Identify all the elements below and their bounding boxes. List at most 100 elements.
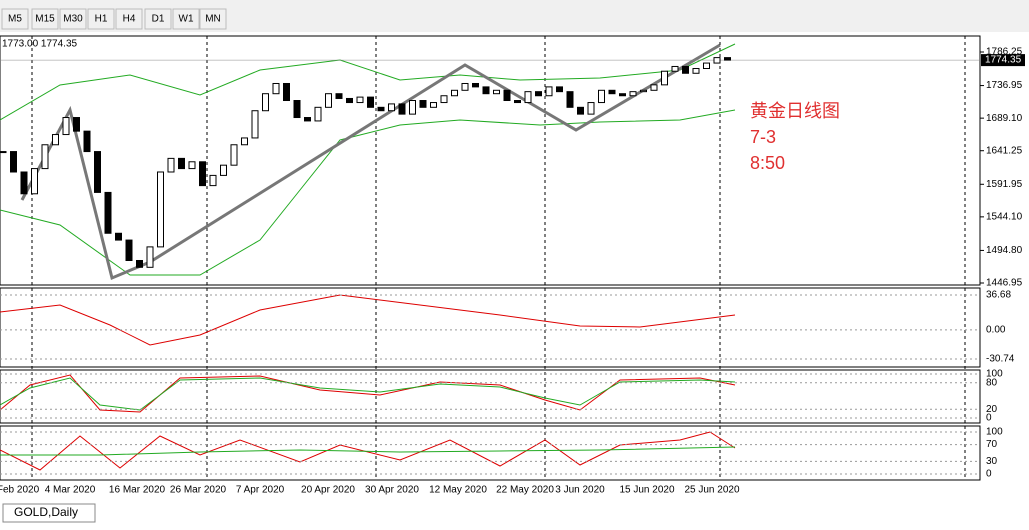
candle	[241, 137, 248, 146]
candle	[167, 157, 175, 173]
candle	[388, 103, 395, 112]
candle	[409, 100, 416, 115]
rsi-ticks-label: 100	[986, 427, 1003, 438]
candle	[713, 57, 721, 64]
candle	[283, 82, 290, 102]
candle	[31, 168, 38, 195]
candle	[535, 91, 542, 97]
price-tick-label: 1494.80	[986, 245, 1023, 256]
macd-ticks-label: 0.00	[986, 324, 1006, 335]
candle	[304, 117, 311, 122]
timeframe-button[interactable]	[172, 8, 200, 30]
candle	[608, 89, 616, 95]
date-label: Feb 2020	[0, 485, 40, 496]
price-tick-label: 1786.25	[986, 47, 1023, 58]
stoch-ticks-label: 0	[986, 413, 992, 424]
candle	[251, 110, 259, 139]
price-tick-label: 1689.10	[986, 113, 1023, 124]
candle	[115, 232, 122, 241]
candle	[430, 102, 437, 108]
candle	[346, 97, 353, 104]
timeframe-label[interactable]: M5	[8, 14, 22, 25]
candle	[682, 65, 689, 74]
candle	[524, 91, 532, 104]
candle	[598, 89, 605, 104]
timeframe-label[interactable]: M15	[35, 14, 55, 25]
candle	[545, 86, 553, 97]
candle	[293, 100, 301, 119]
date-label: 12 May 2020	[429, 485, 487, 496]
candle	[136, 259, 143, 268]
timeframe-label[interactable]: H1	[95, 14, 108, 25]
timeframe-button[interactable]	[1, 8, 29, 30]
candle	[577, 106, 584, 115]
candle	[650, 84, 658, 91]
candle	[220, 164, 227, 176]
candle	[314, 106, 322, 122]
timeframe-button[interactable]	[59, 8, 87, 30]
candle	[199, 161, 206, 187]
candle	[587, 102, 595, 115]
timeframe-button[interactable]	[87, 8, 115, 30]
candle	[0, 151, 7, 154]
candle	[629, 91, 637, 97]
price-tick-label: 1446.95	[986, 278, 1023, 289]
rsi-ticks-label: 0	[986, 469, 992, 480]
candle	[262, 93, 269, 112]
price-header: 1773.00 1774.35	[2, 39, 78, 50]
candle	[482, 86, 490, 95]
date-label: 30 Apr 2020	[365, 485, 419, 496]
timeframe-label[interactable]: D1	[152, 14, 165, 25]
candle	[367, 96, 374, 108]
timeframe-button[interactable]	[115, 8, 143, 30]
candle	[230, 144, 238, 166]
candle	[692, 68, 700, 74]
candle	[83, 130, 91, 153]
tab[interactable]	[2, 503, 96, 523]
timeframe-label[interactable]: W1	[179, 14, 194, 25]
toolbar-buttons: M5 M15 M30 H1 H4 D1 W1 MN	[1, 8, 227, 30]
current-price-label: 1774.35	[985, 55, 1022, 66]
candle	[671, 65, 679, 72]
stoch-main	[0, 374, 736, 413]
date-label: 4 Mar 2020	[45, 485, 96, 496]
tab-label[interactable]: GOLD,Daily	[14, 505, 78, 519]
candle	[724, 57, 731, 61]
date-label: 16 Mar 2020	[109, 485, 166, 496]
annotation-line: 8:50	[750, 153, 785, 173]
candle	[188, 161, 196, 170]
macd-ticks-label: 36.68	[986, 290, 1011, 301]
stoch-ticks-label: 80	[986, 377, 998, 388]
candle	[566, 91, 574, 108]
bollinger-lower	[0, 109, 736, 276]
date-label: 20 Apr 2020	[301, 485, 355, 496]
date-label: 15 Jun 2020	[619, 485, 674, 496]
candle	[41, 144, 49, 170]
timeframe-button[interactable]	[31, 8, 59, 30]
timeframe-button[interactable]	[144, 8, 172, 30]
candle	[419, 100, 427, 108]
candle	[377, 106, 385, 112]
candle	[104, 191, 112, 234]
candle	[503, 89, 511, 102]
candle	[703, 62, 710, 70]
stoch-signal	[0, 377, 736, 411]
timeframe-button[interactable]	[199, 8, 227, 30]
candle	[440, 95, 448, 104]
candle	[94, 151, 101, 193]
price-tick-label: 1736.95	[986, 80, 1023, 91]
macd-ticks-label: -30.74	[986, 354, 1015, 365]
date-label: 7 Apr 2020	[236, 485, 285, 496]
vertical-grid	[31, 36, 966, 480]
timeframe-label[interactable]: MN	[205, 14, 221, 25]
candle	[73, 117, 80, 132]
rsi-ticks-label: 70	[986, 439, 998, 450]
timeframe-label[interactable]: H4	[123, 14, 136, 25]
candle	[461, 82, 469, 91]
candle	[514, 100, 521, 104]
candle	[451, 89, 458, 97]
timeframe-label[interactable]: M30	[63, 14, 83, 25]
candle	[20, 171, 28, 195]
candle	[493, 89, 500, 95]
